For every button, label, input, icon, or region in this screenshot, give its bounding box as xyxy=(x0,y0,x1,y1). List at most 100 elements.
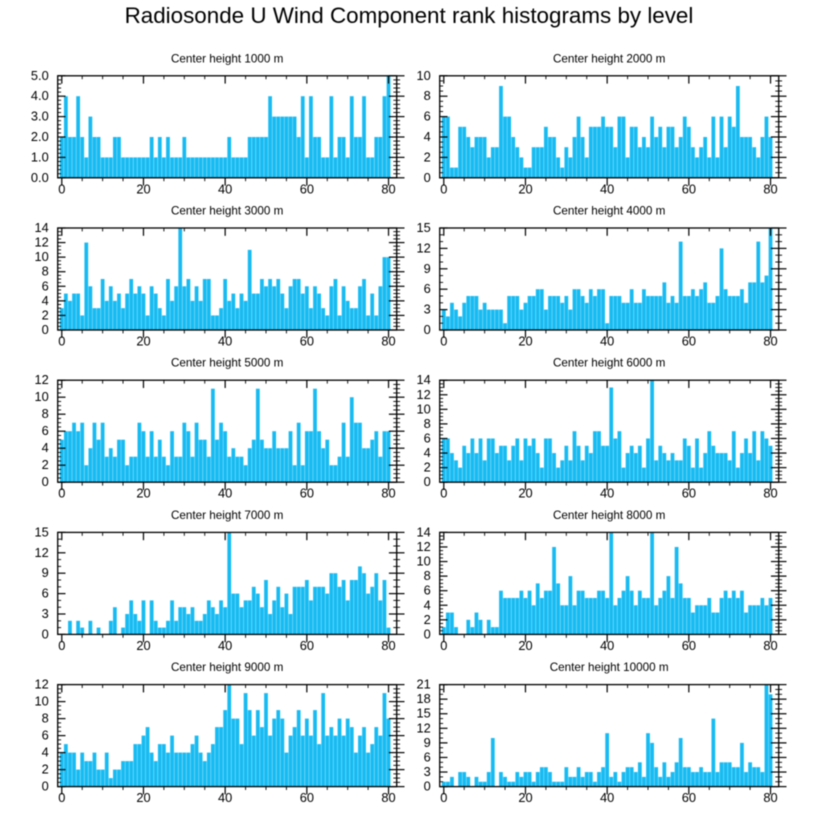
svg-text:Center height 9000 m: Center height 9000 m xyxy=(171,661,283,674)
svg-text:Center height 7000 m: Center height 7000 m xyxy=(171,509,283,522)
svg-text:0: 0 xyxy=(42,779,49,794)
svg-text:Center height 6000 m: Center height 6000 m xyxy=(553,357,665,370)
svg-text:0: 0 xyxy=(42,474,49,489)
svg-text:Center height 1000 m: Center height 1000 m xyxy=(171,52,283,65)
svg-text:Radiosonde U Wind Component ra: Radiosonde U Wind Component rank histogr… xyxy=(125,3,694,28)
svg-text:80: 80 xyxy=(763,486,777,501)
svg-text:14: 14 xyxy=(416,524,430,539)
svg-text:10: 10 xyxy=(416,401,430,416)
svg-text:4: 4 xyxy=(42,745,49,760)
svg-text:Center height 4000 m: Center height 4000 m xyxy=(553,205,665,218)
svg-text:60: 60 xyxy=(300,638,314,653)
svg-text:6: 6 xyxy=(424,109,431,124)
svg-text:10: 10 xyxy=(416,554,430,569)
svg-text:80: 80 xyxy=(763,638,777,653)
svg-text:0: 0 xyxy=(440,334,447,349)
svg-text:40: 40 xyxy=(218,638,232,653)
svg-text:20: 20 xyxy=(518,334,532,349)
svg-text:8: 8 xyxy=(42,406,49,421)
svg-text:20: 20 xyxy=(136,638,150,653)
svg-text:0: 0 xyxy=(58,334,65,349)
svg-text:Center height 3000 m: Center height 3000 m xyxy=(171,205,283,218)
svg-text:15: 15 xyxy=(416,706,430,721)
svg-text:20: 20 xyxy=(136,486,150,501)
svg-text:9: 9 xyxy=(424,261,431,276)
svg-text:Center height 8000 m: Center height 8000 m xyxy=(553,509,665,522)
svg-text:0: 0 xyxy=(424,626,431,641)
svg-text:0: 0 xyxy=(58,638,65,653)
svg-text:80: 80 xyxy=(381,638,395,653)
svg-text:80: 80 xyxy=(381,790,395,805)
svg-text:2: 2 xyxy=(42,457,49,472)
svg-text:0: 0 xyxy=(424,170,431,185)
svg-text:4: 4 xyxy=(424,129,431,144)
svg-text:0: 0 xyxy=(58,486,65,501)
svg-text:10: 10 xyxy=(416,68,430,83)
svg-text:3.0: 3.0 xyxy=(31,109,49,124)
svg-text:40: 40 xyxy=(600,790,614,805)
svg-text:1.0: 1.0 xyxy=(31,149,49,164)
svg-text:14: 14 xyxy=(416,372,430,387)
svg-text:6: 6 xyxy=(424,583,431,598)
svg-text:80: 80 xyxy=(381,334,395,349)
svg-text:4.0: 4.0 xyxy=(31,88,49,103)
svg-text:0: 0 xyxy=(424,779,431,794)
svg-text:0: 0 xyxy=(58,790,65,805)
svg-text:5.0: 5.0 xyxy=(31,68,49,83)
svg-text:6: 6 xyxy=(42,728,49,743)
svg-text:2: 2 xyxy=(424,149,431,164)
svg-text:8: 8 xyxy=(42,711,49,726)
svg-text:9: 9 xyxy=(424,735,431,750)
svg-text:12: 12 xyxy=(34,677,48,692)
svg-text:60: 60 xyxy=(682,790,696,805)
svg-text:80: 80 xyxy=(381,181,395,196)
svg-text:Center height 2000 m: Center height 2000 m xyxy=(553,52,665,65)
svg-text:80: 80 xyxy=(381,486,395,501)
svg-text:2: 2 xyxy=(424,612,431,627)
svg-text:15: 15 xyxy=(416,220,430,235)
svg-text:4: 4 xyxy=(42,440,49,455)
svg-text:0: 0 xyxy=(424,474,431,489)
svg-text:40: 40 xyxy=(218,334,232,349)
svg-text:60: 60 xyxy=(300,486,314,501)
svg-text:40: 40 xyxy=(600,486,614,501)
svg-text:40: 40 xyxy=(218,486,232,501)
svg-text:0: 0 xyxy=(424,322,431,337)
svg-text:40: 40 xyxy=(218,181,232,196)
svg-text:0.0: 0.0 xyxy=(31,170,49,185)
svg-text:3: 3 xyxy=(424,302,431,317)
svg-text:2: 2 xyxy=(42,762,49,777)
svg-text:60: 60 xyxy=(682,638,696,653)
svg-text:4: 4 xyxy=(424,445,431,460)
svg-text:40: 40 xyxy=(600,334,614,349)
svg-text:12: 12 xyxy=(34,545,48,560)
svg-text:15: 15 xyxy=(34,524,48,539)
svg-text:12: 12 xyxy=(416,539,430,554)
svg-text:20: 20 xyxy=(518,638,532,653)
svg-text:6: 6 xyxy=(42,423,49,438)
svg-text:8: 8 xyxy=(42,264,49,279)
svg-text:8: 8 xyxy=(424,568,431,583)
svg-text:18: 18 xyxy=(416,691,430,706)
svg-text:Center height 10000 m: Center height 10000 m xyxy=(550,661,669,674)
svg-text:12: 12 xyxy=(416,720,430,735)
svg-text:60: 60 xyxy=(682,334,696,349)
svg-text:10: 10 xyxy=(34,389,48,404)
svg-text:20: 20 xyxy=(518,790,532,805)
svg-text:60: 60 xyxy=(300,790,314,805)
svg-text:20: 20 xyxy=(136,790,150,805)
svg-text:40: 40 xyxy=(600,638,614,653)
svg-text:0: 0 xyxy=(440,790,447,805)
svg-text:8: 8 xyxy=(424,416,431,431)
svg-text:60: 60 xyxy=(300,334,314,349)
svg-text:12: 12 xyxy=(34,235,48,250)
svg-text:Center height 5000 m: Center height 5000 m xyxy=(171,357,283,370)
svg-text:4: 4 xyxy=(424,597,431,612)
svg-text:40: 40 xyxy=(600,181,614,196)
svg-text:10: 10 xyxy=(34,249,48,264)
svg-text:3: 3 xyxy=(424,764,431,779)
svg-text:80: 80 xyxy=(763,334,777,349)
svg-text:6: 6 xyxy=(424,281,431,296)
svg-text:2: 2 xyxy=(42,307,49,322)
svg-text:80: 80 xyxy=(763,790,777,805)
